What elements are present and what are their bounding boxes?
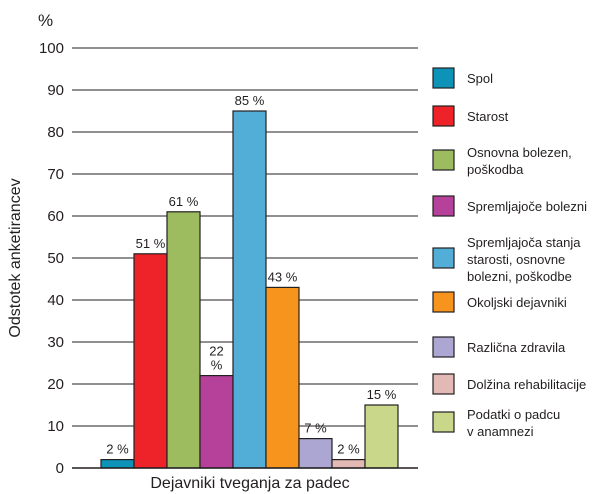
legend-swatch bbox=[432, 336, 455, 358]
y-tick-label: 40 bbox=[47, 292, 64, 309]
y-axis-unit: % bbox=[38, 11, 53, 30]
data-label: 43 % bbox=[268, 269, 298, 284]
y-tick-label: 90 bbox=[47, 82, 64, 99]
bar bbox=[133, 253, 168, 469]
y-axis-title: Odstotek anketirancev bbox=[7, 178, 24, 337]
legend-swatch bbox=[432, 67, 455, 89]
legend-label: poškodba bbox=[467, 162, 524, 177]
bar bbox=[364, 404, 399, 469]
y-axis-ticks: 0 10 20 30 40 50 60 70 80 90 100 bbox=[39, 40, 64, 477]
legend-swatch bbox=[432, 373, 455, 395]
y-tick-label: 0 bbox=[56, 460, 64, 477]
y-tick-label: 60 bbox=[47, 208, 64, 225]
y-tick-label: 20 bbox=[47, 376, 64, 393]
legend-label: Okoljski dejavniki bbox=[467, 295, 567, 310]
bar bbox=[298, 438, 333, 469]
legend-label: Spremljajoča stanja bbox=[467, 235, 581, 250]
legend-swatch bbox=[432, 105, 455, 127]
legend-label: v anamnezi bbox=[467, 424, 534, 439]
data-label: 7 % bbox=[304, 421, 327, 436]
bars bbox=[100, 110, 399, 469]
data-label: 61 % bbox=[169, 194, 199, 209]
bar bbox=[199, 375, 234, 469]
legend: Spol Starost Osnovna bolezen, poškodba Sprem… bbox=[432, 67, 587, 439]
legend-swatch bbox=[432, 195, 455, 217]
bar bbox=[232, 110, 267, 469]
legend-swatch bbox=[432, 411, 455, 433]
data-label: 85 % bbox=[235, 93, 265, 108]
y-tick-label: 10 bbox=[47, 418, 64, 435]
x-axis-title: Dejavniki tveganja za padec bbox=[150, 475, 349, 492]
legend-label: Dolžina rehabilitacije bbox=[467, 377, 586, 392]
y-tick-label: 50 bbox=[47, 250, 64, 267]
y-tick-label: 100 bbox=[39, 40, 64, 57]
data-label: 2 % bbox=[106, 442, 129, 457]
data-label: 51 % bbox=[136, 236, 166, 251]
legend-label: Podatki o padcu bbox=[467, 407, 560, 422]
legend-label: Različna zdravila bbox=[467, 340, 566, 355]
data-label: 22 bbox=[209, 344, 223, 359]
data-labels: 2 % 51 % 61 % 22% 85 % 43 % 7 % 2 % 15 % bbox=[106, 93, 396, 457]
legend-swatch bbox=[432, 291, 455, 313]
y-tick-label: 80 bbox=[47, 124, 64, 141]
data-label: 15 % bbox=[367, 387, 397, 402]
bar bbox=[166, 211, 201, 469]
bar bbox=[100, 459, 135, 469]
bar bbox=[331, 459, 366, 469]
legend-label: starosti, osnovne bbox=[467, 252, 565, 267]
data-label: % bbox=[211, 358, 223, 373]
legend-label: Osnovna bolezen, bbox=[467, 145, 572, 160]
y-tick-label: 70 bbox=[47, 166, 64, 183]
legend-label: Spol bbox=[467, 71, 493, 86]
legend-label: Spremljajoče bolezni bbox=[467, 199, 587, 214]
legend-label: bolezni, poškodbe bbox=[467, 269, 572, 284]
legend-swatch bbox=[432, 149, 455, 171]
legend-label: Starost bbox=[467, 109, 509, 124]
y-tick-label: 30 bbox=[47, 334, 64, 351]
bar bbox=[265, 286, 300, 469]
data-label: 2 % bbox=[337, 442, 360, 457]
legend-swatch bbox=[432, 247, 455, 269]
